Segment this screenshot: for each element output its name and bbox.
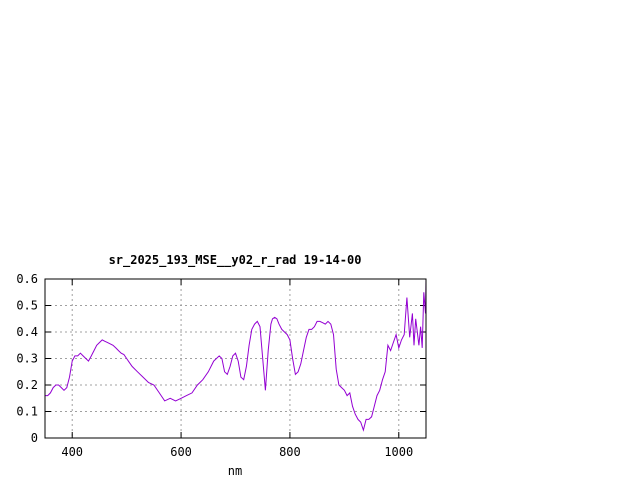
plot-frame (44, 278, 427, 439)
x-axis-label: nm (228, 464, 242, 478)
y-tick-label: 0.6 (16, 272, 38, 286)
series-layer (45, 278, 427, 432)
chart-title: sr_2025_193_MSE__y02_r_rad 19-14-00 (109, 253, 362, 268)
x-tick-label: 800 (279, 445, 301, 459)
axis-ticks: 0 0.1 0.2 0.3 0.4 0.5 0.6 400 600 800 1000 (16, 272, 426, 459)
series-line (45, 278, 427, 432)
x-tick-label: 1000 (384, 445, 413, 459)
y-tick-label: 0.1 (16, 405, 38, 419)
x-tick-label: 600 (170, 445, 192, 459)
y-tick-label: 0.3 (16, 352, 38, 366)
grid (45, 279, 426, 438)
y-tick-label: 0 (31, 431, 38, 445)
x-tick-label: 400 (61, 445, 83, 459)
y-tick-label: 0.4 (16, 325, 38, 339)
y-tick-label: 0.5 (16, 299, 38, 313)
y-tick-label: 0.2 (16, 378, 38, 392)
